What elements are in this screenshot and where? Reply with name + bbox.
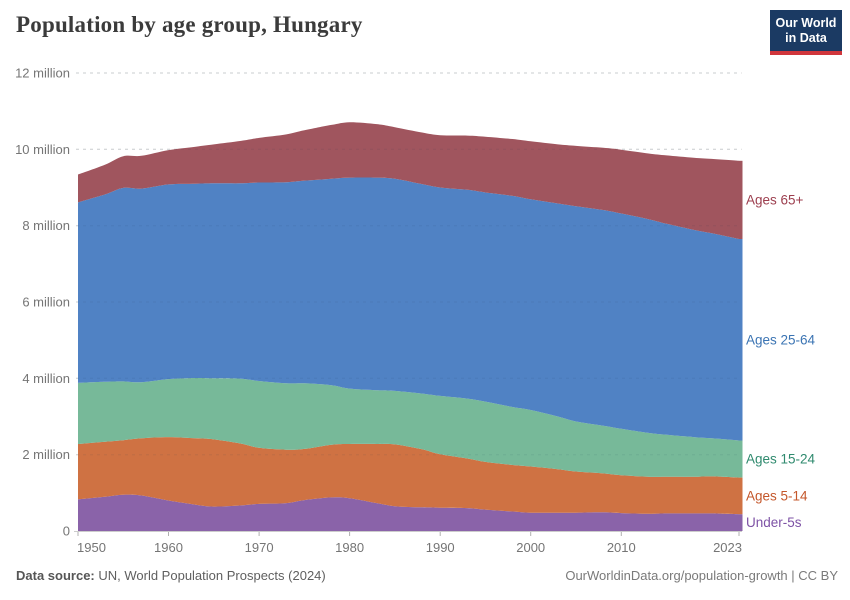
x-axis-label: 1960 [154, 540, 183, 555]
legend-label-under-5s[interactable]: Under-5s [746, 515, 802, 530]
legend: Ages 65+ Ages 25-64 Ages 15-24 Ages 5-14 Und… [746, 192, 816, 530]
x-axis-label: 1970 [245, 540, 274, 555]
owid-logo[interactable]: Our World in Data [770, 10, 842, 55]
x-axis-label: 1980 [335, 540, 364, 555]
legend-strip-ages-25-64 [739, 239, 743, 441]
owid-logo-line1: Our World [775, 16, 837, 30]
y-axis-label: 12 million [15, 66, 70, 81]
x-axis-label: 2000 [516, 540, 545, 555]
y-axis-label: 4 million [22, 371, 70, 386]
x-axis-label: 1990 [426, 540, 455, 555]
data-source-note: Data source: UN, World Population Prospe… [16, 568, 326, 583]
x-axis-label: 1950 [77, 540, 106, 555]
area-series-group [78, 122, 743, 531]
data-source-text: UN, World Population Prospects (2024) [94, 568, 326, 583]
gridlines-overlay [76, 72, 739, 456]
area-ages-25-64[interactable] [78, 177, 739, 441]
area-under-5s[interactable] [78, 494, 739, 531]
credit-link[interactable]: OurWorldinData.org/population-growth | C… [565, 568, 838, 583]
footer: Data source: UN, World Population Prospe… [16, 568, 838, 586]
y-axis-label: 0 [63, 524, 70, 539]
owid-logo-line2: in Data [785, 31, 827, 45]
legend-strip-ages-15-24 [739, 440, 743, 478]
chart-title: Population by age group, Hungary [16, 12, 363, 37]
legend-label-ages-65-[interactable]: Ages 65+ [746, 192, 804, 207]
legend-label-ages-15-24[interactable]: Ages 15-24 [746, 452, 816, 467]
y-axis-label: 2 million [22, 447, 70, 462]
axes: 0 2 million 4 million 6 million 8 million 10 … [15, 66, 742, 555]
y-axis-label: 8 million [22, 218, 70, 233]
x-axis-label: 2010 [607, 540, 636, 555]
area-ages-65-[interactable] [78, 122, 739, 239]
y-axis-label: 10 million [15, 142, 70, 157]
x-axis-label: 2023 [713, 540, 742, 555]
legend-strip-ages-5-14 [739, 477, 743, 515]
legend-label-ages-5-14[interactable]: Ages 5-14 [746, 488, 808, 503]
legend-strip-under-5s [739, 514, 743, 531]
legend-label-ages-25-64[interactable]: Ages 25-64 [746, 332, 816, 347]
area-ages-5-14[interactable] [78, 437, 739, 515]
data-source-label: Data source: [16, 568, 95, 583]
area-ages-15-24[interactable] [78, 377, 739, 478]
legend-strip-ages-65- [739, 160, 743, 239]
y-axis-label: 6 million [22, 295, 70, 310]
